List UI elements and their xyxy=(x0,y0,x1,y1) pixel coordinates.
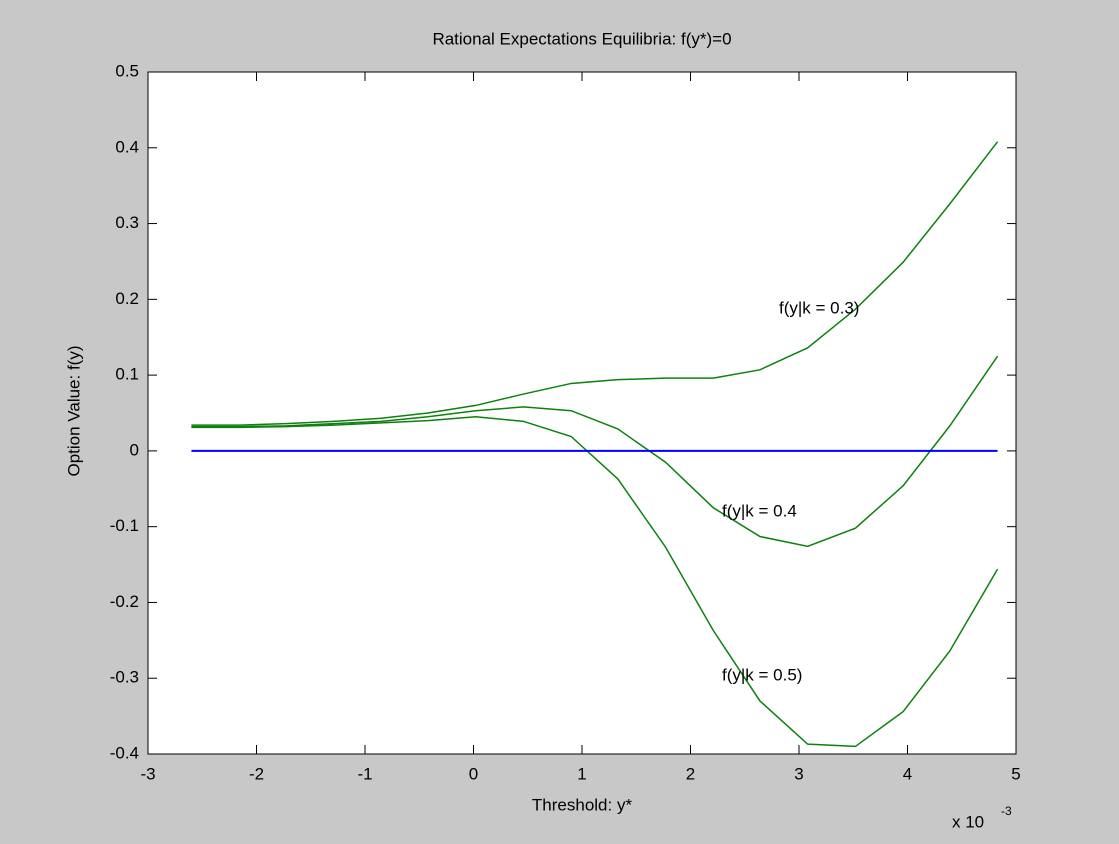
x-tick-label: 0 xyxy=(469,764,478,783)
annotation: f(y|k = 0.4 xyxy=(722,501,797,520)
x-tick-label: -2 xyxy=(249,764,264,783)
series-line xyxy=(191,355,999,548)
y-tick-label: 0.4 xyxy=(115,137,139,156)
y-tick-label: -0.1 xyxy=(110,516,139,535)
y-tick-label: 0.1 xyxy=(115,365,139,384)
y-tick-label: -0.2 xyxy=(110,592,139,611)
y-tick-label: 0.3 xyxy=(115,213,139,232)
x-tick-label: 1 xyxy=(577,764,586,783)
y-axis-label: Option Value: f(y) xyxy=(64,345,83,476)
y-tick-label: 0.2 xyxy=(115,289,139,308)
x-tick-label: -1 xyxy=(357,764,372,783)
x-tick-label: -3 xyxy=(140,764,155,783)
annotation: f(y|k = 0.3) xyxy=(779,298,859,317)
y-tick-label: -0.3 xyxy=(110,668,139,687)
x-tick-label: 3 xyxy=(794,764,803,783)
y-tick-label: 0.5 xyxy=(115,61,139,80)
series-line xyxy=(191,141,999,426)
series-line xyxy=(191,416,999,748)
x-tick-label: 5 xyxy=(1011,764,1020,783)
x-multiplier-exponent: -3 xyxy=(1001,804,1012,818)
y-tick-label: 0 xyxy=(130,440,139,459)
plot-area xyxy=(147,71,1017,755)
x-axis-label: Threshold: y* xyxy=(532,795,633,814)
annotation: f(y|k = 0.5) xyxy=(722,665,802,684)
x-tick-label: 2 xyxy=(686,764,695,783)
chart-title: Rational Expectations Equilibria: f(y*)=… xyxy=(432,29,731,48)
x-multiplier: x 10 xyxy=(952,812,984,831)
x-tick-label: 4 xyxy=(903,764,912,783)
y-tick-label: -0.4 xyxy=(110,743,139,762)
